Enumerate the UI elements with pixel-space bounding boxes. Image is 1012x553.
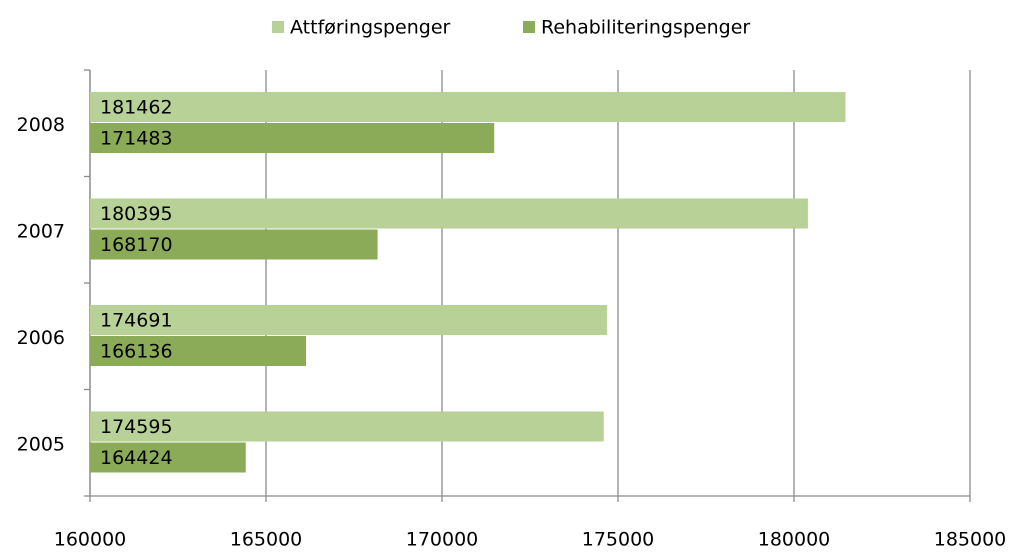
bar xyxy=(90,305,608,335)
bar xyxy=(90,411,604,442)
data-label: 181462 xyxy=(100,97,173,119)
x-tick-label: 165000 xyxy=(230,529,303,550)
bar xyxy=(90,229,378,260)
legend-swatch xyxy=(523,21,535,33)
bar xyxy=(90,442,246,473)
legend-swatch xyxy=(272,21,284,33)
legend-label: Attføringspenger xyxy=(290,17,451,39)
y-tick-label: 2005 xyxy=(17,433,65,455)
data-label: 174691 xyxy=(100,310,173,332)
x-tick-label: 175000 xyxy=(582,529,655,550)
x-tick-label: 180000 xyxy=(758,529,831,550)
data-label: 164424 xyxy=(100,447,173,469)
bar xyxy=(90,92,846,122)
data-label: 168170 xyxy=(100,234,173,256)
y-tick-label: 2007 xyxy=(17,220,65,242)
data-label: 166136 xyxy=(100,341,173,363)
data-label: 180395 xyxy=(100,203,173,225)
bar xyxy=(90,123,495,153)
x-tick-label: 185000 xyxy=(934,529,1007,550)
legend-label: Rehabiliteringspenger xyxy=(541,17,750,39)
x-tick-label: 170000 xyxy=(406,529,479,550)
y-tick-label: 2006 xyxy=(17,327,65,349)
y-tick-label: 2008 xyxy=(17,114,65,136)
bar xyxy=(90,336,306,366)
x-tick-label: 160000 xyxy=(54,529,127,550)
data-label: 171483 xyxy=(100,128,173,150)
bar xyxy=(90,198,808,229)
data-label: 174595 xyxy=(100,416,173,438)
